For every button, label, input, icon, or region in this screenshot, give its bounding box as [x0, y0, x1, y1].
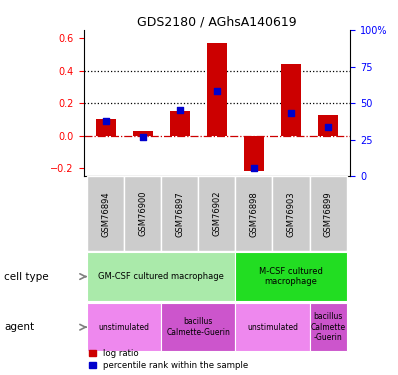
Bar [124, 176, 161, 251]
Text: GSM76902: GSM76902 [213, 191, 221, 237]
Bar [236, 252, 347, 301]
Text: GSM76898: GSM76898 [250, 191, 258, 237]
Bar [170, 111, 190, 136]
Bar [281, 64, 301, 136]
Bar [198, 176, 236, 251]
Bar [318, 114, 338, 136]
Point [288, 110, 294, 116]
Bar [273, 176, 310, 251]
Text: bacillus
Calmette
-Guerin: bacillus Calmette -Guerin [310, 312, 345, 342]
Text: GSM76899: GSM76899 [324, 191, 332, 237]
Text: GM-CSF cultured macrophage: GM-CSF cultured macrophage [98, 272, 224, 281]
Bar [236, 176, 273, 251]
Text: GSM76900: GSM76900 [139, 191, 147, 237]
Bar [310, 303, 347, 351]
Text: unstimulated: unstimulated [99, 322, 150, 332]
Text: M-CSF cultured
macrophage: M-CSF cultured macrophage [259, 267, 323, 286]
Bar [161, 303, 236, 351]
Point [325, 123, 331, 129]
Bar [133, 131, 153, 136]
Text: cell type: cell type [4, 272, 49, 282]
Text: bacillus
Calmette-Guerin: bacillus Calmette-Guerin [166, 318, 230, 337]
Point [140, 135, 146, 141]
Bar [161, 176, 198, 251]
Text: agent: agent [4, 322, 34, 332]
Bar [87, 252, 236, 301]
Point [214, 88, 220, 94]
Text: GSM76894: GSM76894 [101, 191, 110, 237]
Bar [87, 176, 124, 251]
Text: GSM76903: GSM76903 [287, 191, 295, 237]
Bar [236, 303, 310, 351]
Bar [207, 43, 227, 136]
Legend: log ratio, percentile rank within the sample: log ratio, percentile rank within the sa… [88, 348, 249, 371]
Point [103, 118, 109, 124]
Text: unstimulated: unstimulated [247, 322, 298, 332]
Bar [244, 136, 264, 171]
Title: GDS2180 / AGhsA140619: GDS2180 / AGhsA140619 [137, 16, 297, 29]
Point [177, 107, 183, 113]
Bar [96, 119, 116, 136]
Point [251, 165, 257, 171]
Bar [310, 176, 347, 251]
Bar [87, 303, 161, 351]
Text: GSM76897: GSM76897 [176, 191, 184, 237]
